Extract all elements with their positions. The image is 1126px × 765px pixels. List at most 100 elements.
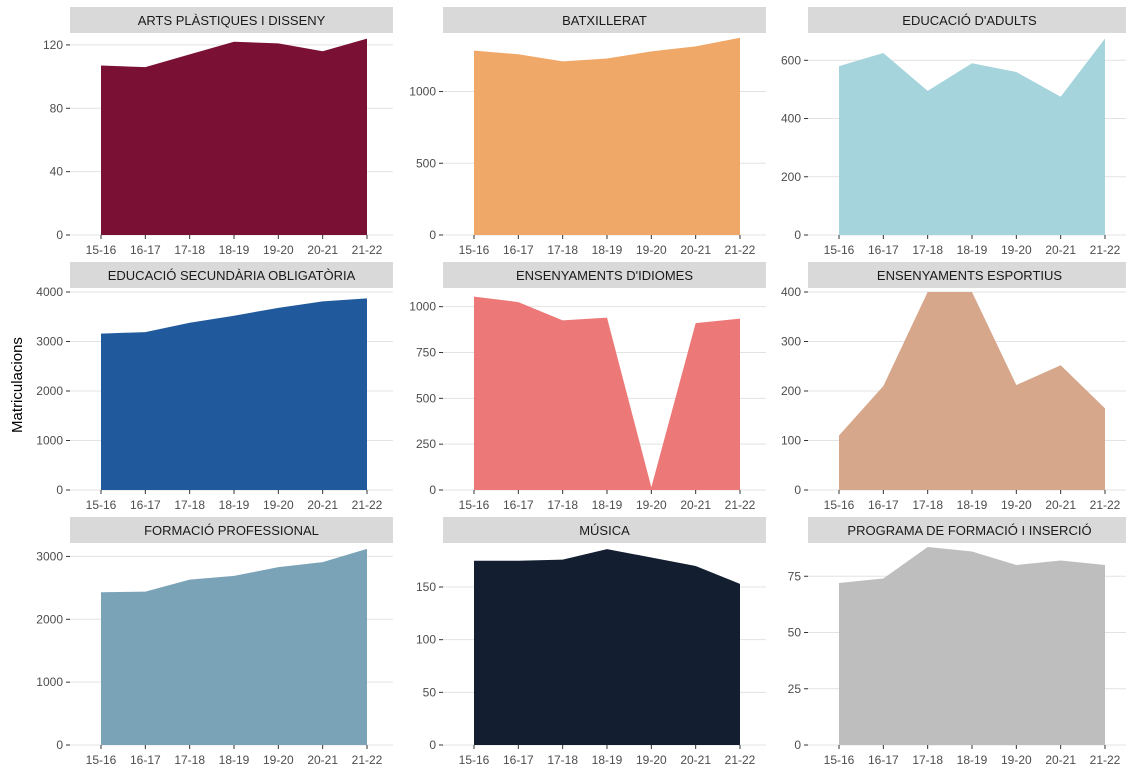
y-tick-label: 250	[416, 437, 436, 451]
x-tick-label: 20-21	[307, 243, 338, 257]
x-tick-label: 15-16	[459, 498, 490, 512]
y-tick-label: 0	[794, 483, 801, 497]
panel-title: PROGRAMA DE FORMACIÓ I INSERCIÓ	[847, 523, 1091, 538]
x-tick-label: 19-20	[1001, 498, 1032, 512]
x-tick-label: 19-20	[263, 753, 294, 765]
y-tick-label: 120	[43, 38, 63, 52]
panel-title: MÚSICA	[579, 523, 630, 538]
x-tick-label: 21-22	[1090, 498, 1121, 512]
y-tick-label: 80	[50, 101, 64, 115]
x-tick-label: 21-22	[352, 498, 383, 512]
area-series	[839, 38, 1105, 235]
x-tick-label: 15-16	[86, 243, 117, 257]
x-tick-label: 18-19	[592, 753, 623, 765]
panel-7: MÚSICA 0 50 100 150 15-16 16-17 17-18 18-19 19-20…	[416, 517, 766, 765]
x-tick-label: 17-18	[547, 753, 578, 765]
area-series	[839, 547, 1105, 745]
y-tick-label: 400	[781, 112, 801, 126]
x-tick-label: 20-21	[1045, 753, 1076, 765]
x-tick-label: 17-18	[912, 753, 943, 765]
x-tick-label: 16-17	[503, 498, 534, 512]
panel-strip	[70, 7, 393, 33]
x-tick-label: 16-17	[868, 243, 899, 257]
y-tick-label: 75	[788, 569, 802, 583]
y-tick-label: 1000	[409, 300, 436, 314]
y-tick-label: 50	[788, 626, 802, 640]
panel-title: ARTS PLÀSTIQUES I DISSENY	[138, 13, 326, 28]
x-tick-label: 17-18	[174, 498, 205, 512]
y-tick-label: 2000	[36, 384, 63, 398]
y-tick-label: 0	[429, 483, 436, 497]
x-tick-label: 20-21	[680, 753, 711, 765]
x-tick-label: 21-22	[725, 498, 756, 512]
x-tick-label: 18-19	[219, 243, 250, 257]
x-tick-label: 18-19	[592, 243, 623, 257]
y-tick-label: 40	[50, 165, 64, 179]
y-tick-label: 150	[416, 580, 436, 594]
panel-3: EDUCACIÓ SECUNDÀRIA OBLIGATÒRIA 0 1000 2000…	[36, 262, 393, 512]
x-tick-label: 19-20	[263, 243, 294, 257]
x-tick-label: 21-22	[725, 753, 756, 765]
panel-strip	[808, 262, 1126, 288]
area-series	[101, 38, 367, 235]
y-tick-label: 500	[416, 156, 436, 170]
x-tick-label: 16-17	[130, 753, 161, 765]
panel-strip	[443, 517, 766, 543]
panel-5: ENSENYAMENTS ESPORTIUS 0 100 200 300 400 15-16…	[781, 262, 1126, 512]
y-tick-label: 3000	[36, 549, 63, 563]
area-series	[101, 548, 367, 745]
x-tick-label: 16-17	[130, 243, 161, 257]
panel-title: ENSENYAMENTS ESPORTIUS	[877, 268, 1062, 283]
y-tick-label: 1000	[36, 434, 63, 448]
y-tick-label: 500	[416, 391, 436, 405]
x-tick-label: 16-17	[503, 753, 534, 765]
x-tick-label: 18-19	[957, 498, 988, 512]
x-tick-label: 15-16	[824, 243, 855, 257]
x-tick-label: 20-21	[680, 498, 711, 512]
x-tick-label: 18-19	[219, 753, 250, 765]
x-tick-label: 19-20	[636, 498, 667, 512]
panel-2: EDUCACIÓ D'ADULTS 0 200 400 600 15-16 16-17 17-…	[781, 7, 1126, 257]
y-tick-label: 400	[781, 285, 801, 299]
x-tick-label: 16-17	[868, 498, 899, 512]
y-tick-label: 25	[788, 682, 802, 696]
y-tick-label: 0	[429, 228, 436, 242]
panel-strip	[808, 517, 1126, 543]
x-tick-label: 19-20	[636, 753, 667, 765]
y-tick-label: 100	[781, 434, 801, 448]
y-tick-label: 100	[416, 633, 436, 647]
area-series	[474, 37, 740, 235]
x-tick-label: 19-20	[1001, 753, 1032, 765]
panel-strip	[70, 262, 393, 288]
y-tick-label: 2000	[36, 612, 63, 626]
y-tick-label: 600	[781, 53, 801, 67]
panel-strip	[808, 7, 1126, 33]
x-tick-label: 21-22	[725, 243, 756, 257]
x-tick-label: 21-22	[1090, 243, 1121, 257]
y-tick-label: 1000	[36, 675, 63, 689]
panel-8: PROGRAMA DE FORMACIÓ I INSERCIÓ 0 25 50 75 15…	[788, 517, 1126, 765]
x-tick-label: 16-17	[868, 753, 899, 765]
x-tick-label: 20-21	[307, 753, 338, 765]
area-series	[474, 296, 740, 490]
x-tick-label: 20-21	[307, 498, 338, 512]
x-tick-label: 17-18	[547, 498, 578, 512]
y-tick-label: 200	[781, 384, 801, 398]
y-tick-label: 1000	[409, 85, 436, 99]
x-tick-label: 15-16	[86, 753, 117, 765]
x-tick-label: 20-21	[1045, 243, 1076, 257]
panel-0: ARTS PLÀSTIQUES I DISSENY 0 40 80 120 15-16 16…	[43, 7, 393, 257]
y-tick-label: 750	[416, 346, 436, 360]
panels: ARTS PLÀSTIQUES I DISSENY 0 40 80 120 15-16 16…	[36, 7, 1126, 765]
panel-title: BATXILLERAT	[562, 13, 647, 28]
area-series	[474, 549, 740, 745]
x-tick-label: 19-20	[636, 243, 667, 257]
panel-title: EDUCACIÓ SECUNDÀRIA OBLIGATÒRIA	[108, 268, 356, 283]
x-tick-label: 16-17	[130, 498, 161, 512]
y-axis-label: Matriculacions	[9, 337, 26, 433]
y-tick-label: 200	[781, 170, 801, 184]
x-tick-label: 15-16	[459, 753, 490, 765]
x-tick-label: 18-19	[957, 243, 988, 257]
x-tick-label: 17-18	[912, 498, 943, 512]
